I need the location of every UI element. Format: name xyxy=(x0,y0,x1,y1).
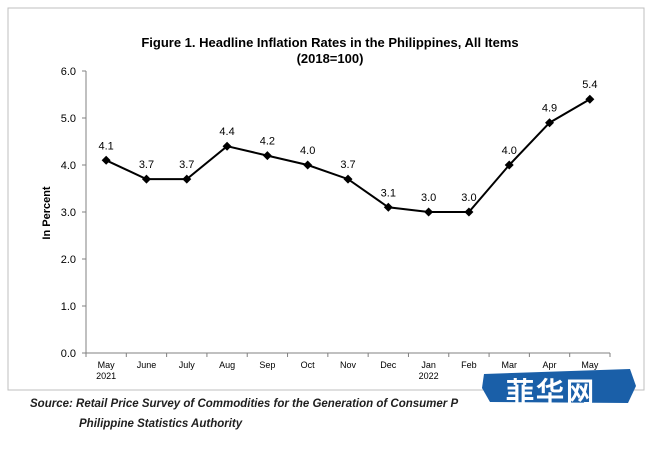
y-tick-label: 0.0 xyxy=(61,348,76,360)
data-point-marker xyxy=(464,207,474,217)
data-point-marker xyxy=(504,160,514,170)
data-point-marker xyxy=(101,155,111,165)
data-label: 5.4 xyxy=(582,79,597,91)
chart-subtitle: (2018=100) xyxy=(297,51,364,66)
data-label: 3.7 xyxy=(139,159,154,171)
data-point-marker xyxy=(545,118,555,128)
data-label: 4.2 xyxy=(260,136,275,148)
x-year-label: 2022 xyxy=(419,371,439,381)
x-tick-label: Apr xyxy=(543,360,557,370)
chart-frame xyxy=(7,7,645,391)
data-label: 3.7 xyxy=(340,159,355,171)
y-tick-label: 1.0 xyxy=(61,301,76,313)
x-tick-label: Feb xyxy=(461,360,477,370)
data-point-marker xyxy=(262,151,272,161)
data-point-marker xyxy=(303,160,313,170)
y-tick-label: 6.0 xyxy=(61,66,76,78)
y-tick-label: 4.0 xyxy=(61,160,76,172)
y-tick-label: 3.0 xyxy=(61,207,76,219)
data-label: 3.7 xyxy=(179,159,194,171)
chart-title: Figure 1. Headline Inflation Rates in th… xyxy=(141,35,518,50)
source-note: Source: Retail Price Survey of Commoditi… xyxy=(30,394,458,434)
y-tick-label: 5.0 xyxy=(61,113,76,125)
data-point-marker xyxy=(222,141,232,151)
data-label: 4.0 xyxy=(502,145,517,157)
watermark-brush-shape xyxy=(482,369,636,403)
y-axis-label: In Percent xyxy=(41,186,53,240)
x-tick-label: Dec xyxy=(380,360,397,370)
y-tick-label: 2.0 xyxy=(61,254,76,266)
data-label: 3.0 xyxy=(461,192,476,204)
x-year-label: 2021 xyxy=(96,371,116,381)
x-tick-label: Jan xyxy=(421,360,436,370)
data-label: 3.0 xyxy=(421,192,436,204)
x-tick-label: Nov xyxy=(340,360,357,370)
watermark-logo: 菲华网 xyxy=(480,366,640,409)
data-point-marker xyxy=(383,202,393,212)
data-point-marker xyxy=(182,174,192,184)
x-tick-label: July xyxy=(179,360,196,370)
x-tick-label: June xyxy=(137,360,157,370)
data-label: 4.1 xyxy=(99,140,114,152)
x-tick-label: Aug xyxy=(219,360,235,370)
source-line-1: Source: Retail Price Survey of Commoditi… xyxy=(30,398,459,410)
data-label: 4.0 xyxy=(300,145,315,157)
x-tick-label: Sep xyxy=(259,360,275,370)
data-point-marker xyxy=(343,174,353,184)
x-tick-label: May xyxy=(581,360,599,370)
x-tick-label: May xyxy=(98,360,116,370)
x-tick-label: Oct xyxy=(301,360,316,370)
series-group: 4.1 3.7 3.7 4.4 4.2 4.0 3.7 3.1 3.0 3.0 4.0 4.9 5.4 xyxy=(99,79,597,217)
x-tick-label: Mar xyxy=(501,360,517,370)
data-label: 4.4 xyxy=(219,126,234,138)
data-point-marker xyxy=(585,94,595,104)
data-point-marker xyxy=(424,207,434,217)
watermark-text: 菲华网 xyxy=(506,376,597,409)
source-line-2: Philippine Statistics Authority xyxy=(79,418,243,430)
data-label: 4.9 xyxy=(542,103,557,115)
data-point-marker xyxy=(141,174,151,184)
data-label: 3.1 xyxy=(381,187,396,199)
